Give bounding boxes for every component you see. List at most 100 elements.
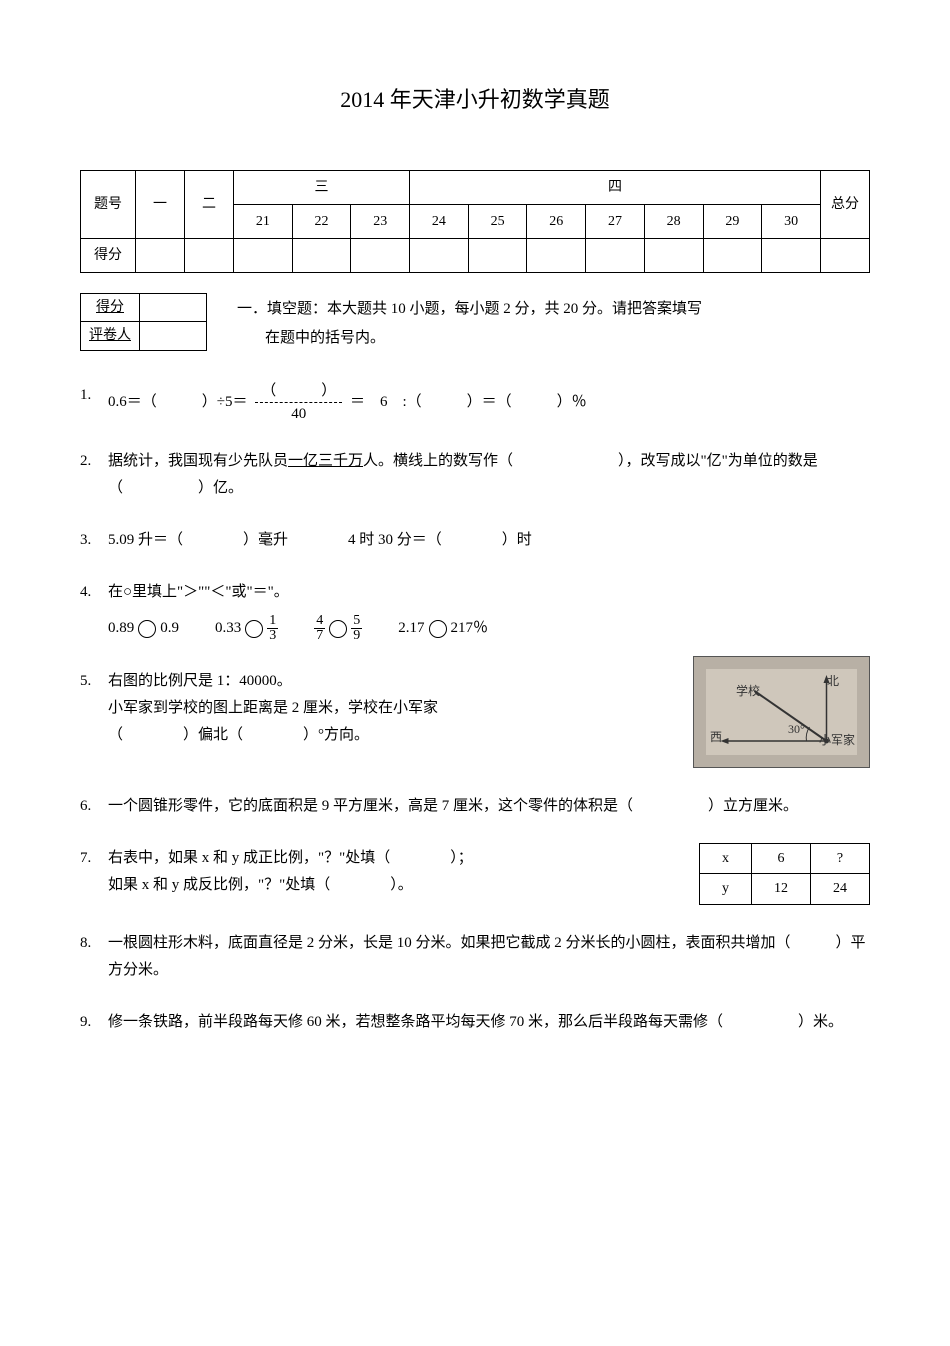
col-total: 总分: [821, 170, 870, 238]
q4-c3b-num: 5: [351, 614, 362, 629]
scorer-box: 得分 评卷人: [80, 293, 207, 350]
q4-c4b: 217％: [451, 615, 489, 642]
map-school: 学校: [736, 681, 760, 703]
question-4: 4. 在○里填上"＞""＜"或"＝"。 0.89 0.9 0.33 1 3: [80, 579, 870, 643]
section-header-row: 得分 评卷人 一．填空题：本大题共 10 小题，每小题 2 分，共 20 分。请…: [80, 293, 870, 352]
question-3: 3. 5.09 升＝（ ）毫升 4 时 30 分＝（ ）时: [80, 527, 870, 554]
score-cell: [136, 238, 185, 272]
xy-cell: 6: [752, 844, 811, 874]
q1-body: 0.6＝（ ）÷5＝ （ ） 40 ＝ 6 :（ ）＝（ ）％: [108, 382, 870, 423]
xy-table: x 6 ? y 12 24: [699, 843, 870, 904]
score-cell: [821, 238, 870, 272]
q2-text: 据统计，我国现有少先队员: [108, 453, 288, 469]
q4-c3a-frac: 4 7: [314, 614, 325, 643]
q4-c1b: 0.9: [160, 615, 179, 642]
score-row-header: 得分: [81, 238, 136, 272]
xy-cell: 24: [811, 874, 870, 904]
q5-line1: 右图的比例尺是 1：40000。: [108, 668, 663, 695]
col-three: 三: [234, 170, 410, 204]
q5-line3: （ ）偏北（ ）°方向。: [108, 722, 663, 749]
q4-c3: 4 7 5 9: [314, 614, 362, 643]
question-8: 8. 一根圆柱形木料，底面直径是 2 分米，长是 10 分米。如果把它截成 2 …: [80, 930, 870, 984]
q5-text: 右图的比例尺是 1：40000。 小军家到学校的图上距离是 2 厘米，学校在小军…: [108, 668, 663, 749]
circle-icon: [329, 620, 347, 638]
q3-body: 5.09 升＝（ ）毫升 4 时 30 分＝（ ）时: [108, 527, 870, 554]
col-24: 24: [410, 204, 469, 238]
score-cell: [762, 238, 821, 272]
col-26: 26: [527, 204, 586, 238]
q8-body: 一根圆柱形木料，底面直径是 2 分米，长是 10 分米。如果把它截成 2 分米长…: [108, 930, 870, 984]
q4-intro: 在○里填上"＞""＜"或"＝"。: [108, 579, 870, 606]
map-figure: 北 西 学校 小军家 30°: [693, 656, 870, 768]
section-title-1: 一．填空题：本大题共 10 小题，每小题 2 分，共 20 分。请把答案填写: [237, 301, 702, 317]
col-27: 27: [586, 204, 645, 238]
section-title-2: 在题中的括号内。: [237, 330, 385, 346]
map-west: 西: [710, 727, 722, 749]
q6-body: 一个圆锥形零件，它的底面积是 9 平方厘米，高是 7 厘米，这个零件的体积是（ …: [108, 793, 870, 820]
q5-body: 右图的比例尺是 1：40000。 小军家到学校的图上距离是 2 厘米，学校在小军…: [108, 668, 870, 768]
score-cell: [527, 238, 586, 272]
section-intro: 一．填空题：本大题共 10 小题，每小题 2 分，共 20 分。请把答案填写 在…: [237, 293, 702, 352]
q5-num: 5.: [80, 668, 108, 695]
map-north: 北: [827, 671, 839, 693]
q6-num: 6.: [80, 793, 108, 820]
q3-num: 3.: [80, 527, 108, 554]
q5-line2: 小军家到学校的图上距离是 2 厘米，学校在小军家: [108, 695, 663, 722]
q4-c3a-num: 4: [314, 614, 325, 629]
circle-icon: [429, 620, 447, 638]
q4-c2-frac: 1 3: [267, 614, 278, 643]
page-title: 2014 年天津小升初数学真题: [80, 80, 870, 120]
q1-frac-num: （ ）: [255, 382, 342, 402]
question-5: 5. 右图的比例尺是 1：40000。 小军家到学校的图上距离是 2 厘米，学校…: [80, 668, 870, 768]
q4-c2a: 0.33: [215, 615, 241, 642]
col-25: 25: [468, 204, 527, 238]
q4-compare-row: 0.89 0.9 0.33 1 3 4 7: [108, 614, 870, 643]
q4-c4: 2.17 217％: [398, 615, 488, 642]
q4-body: 在○里填上"＞""＜"或"＝"。 0.89 0.9 0.33 1 3: [108, 579, 870, 643]
questions-list: 1. 0.6＝（ ）÷5＝ （ ） 40 ＝ 6 :（ ）＝（ ）％ 2. 据统…: [80, 382, 870, 1035]
q1-num: 1.: [80, 382, 108, 409]
q2-body: 据统计，我国现有少先队员一亿三千万人。横线上的数写作（ ），改写成以"亿"为单位…: [108, 448, 870, 502]
col-two: 二: [185, 170, 234, 238]
q4-c2b-num: 1: [267, 614, 278, 629]
col-header: 题号: [81, 170, 136, 238]
map-home: 小军家: [819, 730, 855, 752]
q1-frac-den: 40: [255, 403, 342, 423]
q8-num: 8.: [80, 930, 108, 957]
q4-c2b-den: 3: [267, 629, 278, 643]
score-cell: [185, 238, 234, 272]
score-cell: [468, 238, 527, 272]
question-1: 1. 0.6＝（ ）÷5＝ （ ） 40 ＝ 6 :（ ）＝（ ）％: [80, 382, 870, 423]
score-cell: [292, 238, 351, 272]
q2-num: 2.: [80, 448, 108, 475]
question-7: 7. x 6 ? y 12 24 右表中，如果 x 和 y 成正比例，"？"处填…: [80, 845, 870, 904]
scorer-empty: [140, 322, 207, 350]
map-inner: 北 西 学校 小军家 30°: [706, 669, 857, 755]
q1-text1: 0.6＝（ ）÷5＝: [108, 394, 247, 410]
question-6: 6. 一个圆锥形零件，它的底面积是 9 平方厘米，高是 7 厘米，这个零件的体积…: [80, 793, 870, 820]
col-30: 30: [762, 204, 821, 238]
q9-body: 修一条铁路，前半段路每天修 60 米，若想整条路平均每天修 70 米，那么后半段…: [108, 1009, 870, 1036]
q4-num: 4.: [80, 579, 108, 606]
col-28: 28: [644, 204, 703, 238]
score-cell: [410, 238, 469, 272]
q7-body: x 6 ? y 12 24 右表中，如果 x 和 y 成正比例，"？"处填（ ）…: [108, 845, 870, 904]
q1-fraction: （ ） 40: [255, 382, 342, 423]
q2-underline: 一亿三千万: [288, 453, 363, 469]
q4-c3b-den: 9: [351, 629, 362, 643]
q4-c4a: 2.17: [398, 615, 424, 642]
col-23: 23: [351, 204, 410, 238]
circle-icon: [138, 620, 156, 638]
q9-num: 9.: [80, 1009, 108, 1036]
q4-c1a: 0.89: [108, 615, 134, 642]
q4-c3a-den: 7: [314, 629, 325, 643]
xy-cell: y: [700, 874, 752, 904]
score-cell: [644, 238, 703, 272]
map-angle: 30°: [788, 719, 805, 741]
col-one: 一: [136, 170, 185, 238]
col-four: 四: [410, 170, 821, 204]
q7-num: 7.: [80, 845, 108, 872]
scorer-empty: [140, 294, 207, 322]
score-cell: [586, 238, 645, 272]
q1-text2: ＝ 6 :（ ）＝（ ）％: [350, 394, 587, 410]
